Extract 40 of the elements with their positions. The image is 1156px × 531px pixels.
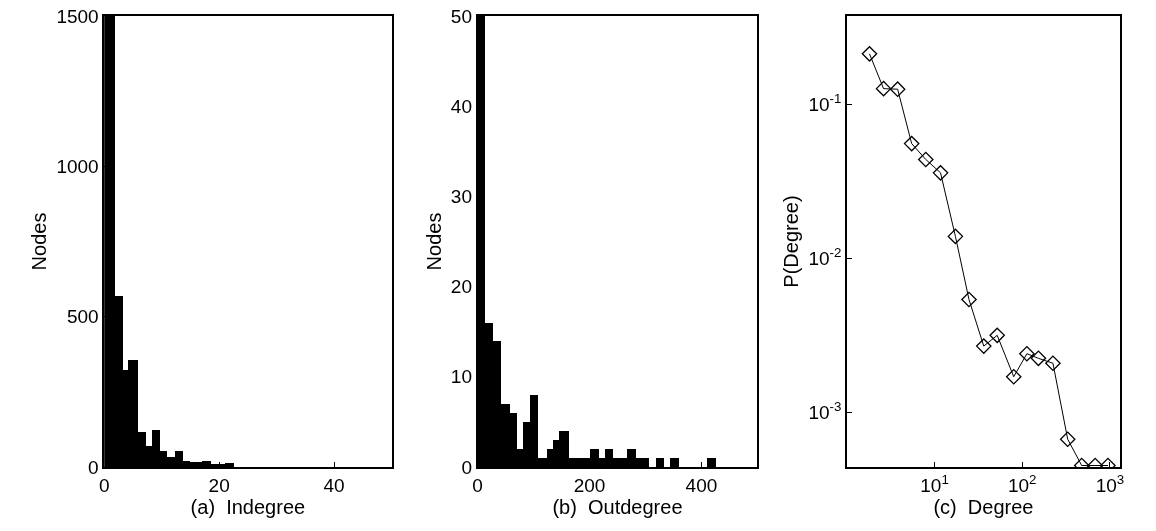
point	[917, 151, 934, 168]
y-tick-label: 1500	[56, 5, 99, 27]
y-tick-label: 10$^{-1}$	[808, 91, 842, 116]
x-tick-label: 10$^{3}$	[1095, 471, 1125, 496]
y-axis-title: P(Degree)	[780, 195, 803, 288]
y-axis-title: Nodes	[28, 212, 51, 271]
point	[875, 80, 892, 97]
point	[903, 135, 920, 152]
y-tick-label: 0	[88, 456, 99, 478]
x-tick-label: 200	[573, 474, 606, 496]
point	[889, 81, 906, 97]
y-tick-label: 30	[450, 186, 473, 208]
x-tick-label: 10$^{2}$	[1007, 471, 1037, 496]
x-axis-title: (a) Indegree	[190, 495, 306, 518]
point	[932, 165, 949, 181]
point	[961, 291, 977, 308]
x-tick-label: 400	[685, 474, 718, 496]
point	[861, 46, 878, 62]
y-tick-label: 10$^{-3}$	[808, 398, 842, 423]
y-tick-label: 40	[450, 95, 473, 117]
y-tick-label: 0	[461, 456, 473, 478]
point	[1019, 345, 1035, 362]
point	[989, 327, 1005, 344]
point	[947, 228, 964, 245]
y-tick-label: 50	[450, 5, 473, 27]
y-tick-label: 1000	[56, 155, 99, 177]
point	[1030, 350, 1047, 367]
point	[1045, 355, 1061, 372]
y-tick-label: 10	[450, 366, 473, 388]
x-tick-label: 10$^{1}$	[920, 471, 949, 496]
point	[1059, 431, 1076, 448]
y-tick-label: 20	[450, 276, 473, 298]
y-tick-label: 10$^{-2}$	[808, 245, 842, 270]
x-axis-title: (c) Degree	[933, 495, 1034, 518]
x-tick-label: 20	[208, 474, 230, 496]
point	[975, 338, 992, 354]
y-tick-label: 500	[66, 306, 99, 328]
x-axis-title: (b) Outdegree	[552, 495, 683, 518]
x-tick-label: 40	[323, 474, 345, 496]
y-axis-title: Nodes	[422, 212, 445, 271]
